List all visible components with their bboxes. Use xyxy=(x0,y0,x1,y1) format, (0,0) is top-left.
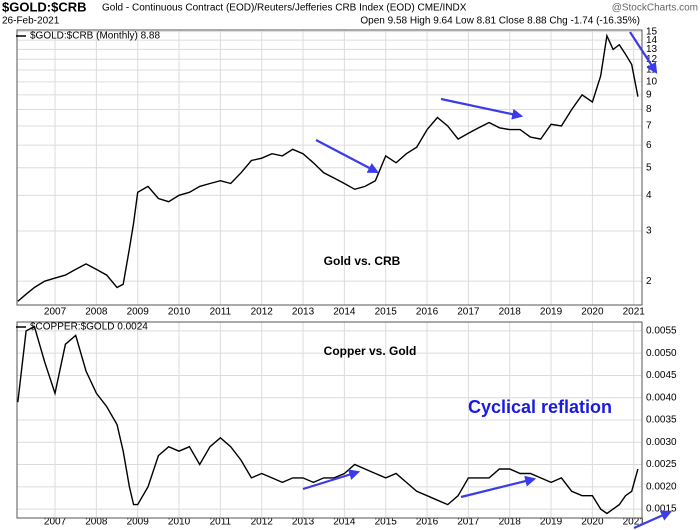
x-tick-label: 2008 xyxy=(85,517,108,528)
y-tick-label: 14 xyxy=(646,35,658,46)
y-tick-label: 15 xyxy=(646,26,658,37)
annotation: Cyclical reflation xyxy=(468,397,612,417)
x-tick-label: 2009 xyxy=(127,307,150,318)
x-tick-label: 2007 xyxy=(44,307,67,318)
x-tick-label: 2009 xyxy=(127,517,150,528)
y-tick-label: 7 xyxy=(646,121,652,132)
x-tick-label: 2018 xyxy=(499,517,522,528)
x-tick-label: 2018 xyxy=(499,307,522,318)
annotation: Gold vs. CRB xyxy=(324,254,401,268)
panel-frame xyxy=(16,29,643,306)
legend-label: $COPPER:$GOLD 0.0024 xyxy=(30,322,148,333)
x-tick-label: 2013 xyxy=(292,307,315,318)
arrow xyxy=(633,510,673,530)
y-tick-label: 12 xyxy=(646,54,658,65)
x-tick-label: 2020 xyxy=(581,307,604,318)
arrow xyxy=(302,469,361,491)
source: @StockCharts.com xyxy=(612,3,698,14)
arrow xyxy=(629,31,658,74)
x-tick-label: 2015 xyxy=(375,307,398,318)
y-tick-label: 3 xyxy=(646,226,652,237)
y-tick-label: 0.0050 xyxy=(646,348,677,359)
x-tick-label: 2021 xyxy=(623,307,646,318)
y-tick-label: 0.0020 xyxy=(646,481,677,492)
x-tick-label: 2017 xyxy=(457,517,480,528)
date: 26-Feb-2021 xyxy=(2,16,60,27)
x-tick-label: 2017 xyxy=(457,307,480,318)
x-tick-label: 2013 xyxy=(292,517,315,528)
annotation: Copper vs. Gold xyxy=(324,344,417,358)
y-tick-label: 0.0030 xyxy=(646,437,677,448)
x-tick-label: 2012 xyxy=(251,307,274,318)
x-tick-label: 2014 xyxy=(333,307,356,318)
x-tick-label: 2010 xyxy=(168,307,191,318)
quote: Open 9.58 High 9.64 Low 8.81 Close 8.88 … xyxy=(360,16,640,27)
y-tick-label: 5 xyxy=(646,162,652,173)
y-tick-label: 0.0040 xyxy=(646,392,677,403)
series-line xyxy=(17,33,639,302)
x-tick-label: 2007 xyxy=(44,517,67,528)
x-tick-label: 2015 xyxy=(375,517,398,528)
arrow xyxy=(440,97,524,120)
x-tick-label: 2014 xyxy=(333,517,356,528)
y-tick-label: 0.0045 xyxy=(646,370,677,381)
y-tick-label: 4 xyxy=(646,190,652,201)
plots: 2007 2008 2009 2010 2011 2012 2013 2014 2015 2016… xyxy=(16,26,677,528)
y-tick-label: 9 xyxy=(646,90,652,101)
x-tick-label: 2019 xyxy=(540,307,563,318)
y-tick-label: 0.0015 xyxy=(646,504,677,515)
x-tick-label: 2016 xyxy=(416,517,439,528)
symbol: $GOLD:$CRB xyxy=(2,0,87,14)
y-tick-label: 2 xyxy=(646,276,652,287)
x-tick-label: 2021 xyxy=(623,517,646,528)
y-tick-label: 0.0035 xyxy=(646,415,677,426)
y-tick-label: 6 xyxy=(646,140,652,151)
x-tick-label: 2011 xyxy=(210,517,232,528)
arrows xyxy=(302,31,673,530)
y-tick-label: 10 xyxy=(646,76,658,87)
x-tick-label: 2020 xyxy=(581,517,604,528)
x-tick-label: 2011 xyxy=(210,307,232,318)
x-tick-label: 2016 xyxy=(416,307,439,318)
y-tick-label: 0.0055 xyxy=(646,326,677,337)
y-tick-label: 13 xyxy=(646,44,658,55)
description: Gold - Continuous Contract (EOD)/Reuters… xyxy=(102,3,467,14)
y-tick-label: 8 xyxy=(646,104,652,115)
legend-label: $GOLD:$CRB (Monthly) 8.88 xyxy=(30,31,160,42)
y-tick-label: 0.0025 xyxy=(646,459,677,470)
panel-frame xyxy=(16,321,643,519)
x-tick-label: 2010 xyxy=(168,517,191,528)
x-tick-label: 2019 xyxy=(540,517,563,528)
x-tick-label: 2008 xyxy=(85,307,108,318)
series-line xyxy=(17,325,639,515)
arrow xyxy=(460,475,537,499)
arrow xyxy=(315,139,379,174)
x-tick-label: 2012 xyxy=(251,517,274,528)
